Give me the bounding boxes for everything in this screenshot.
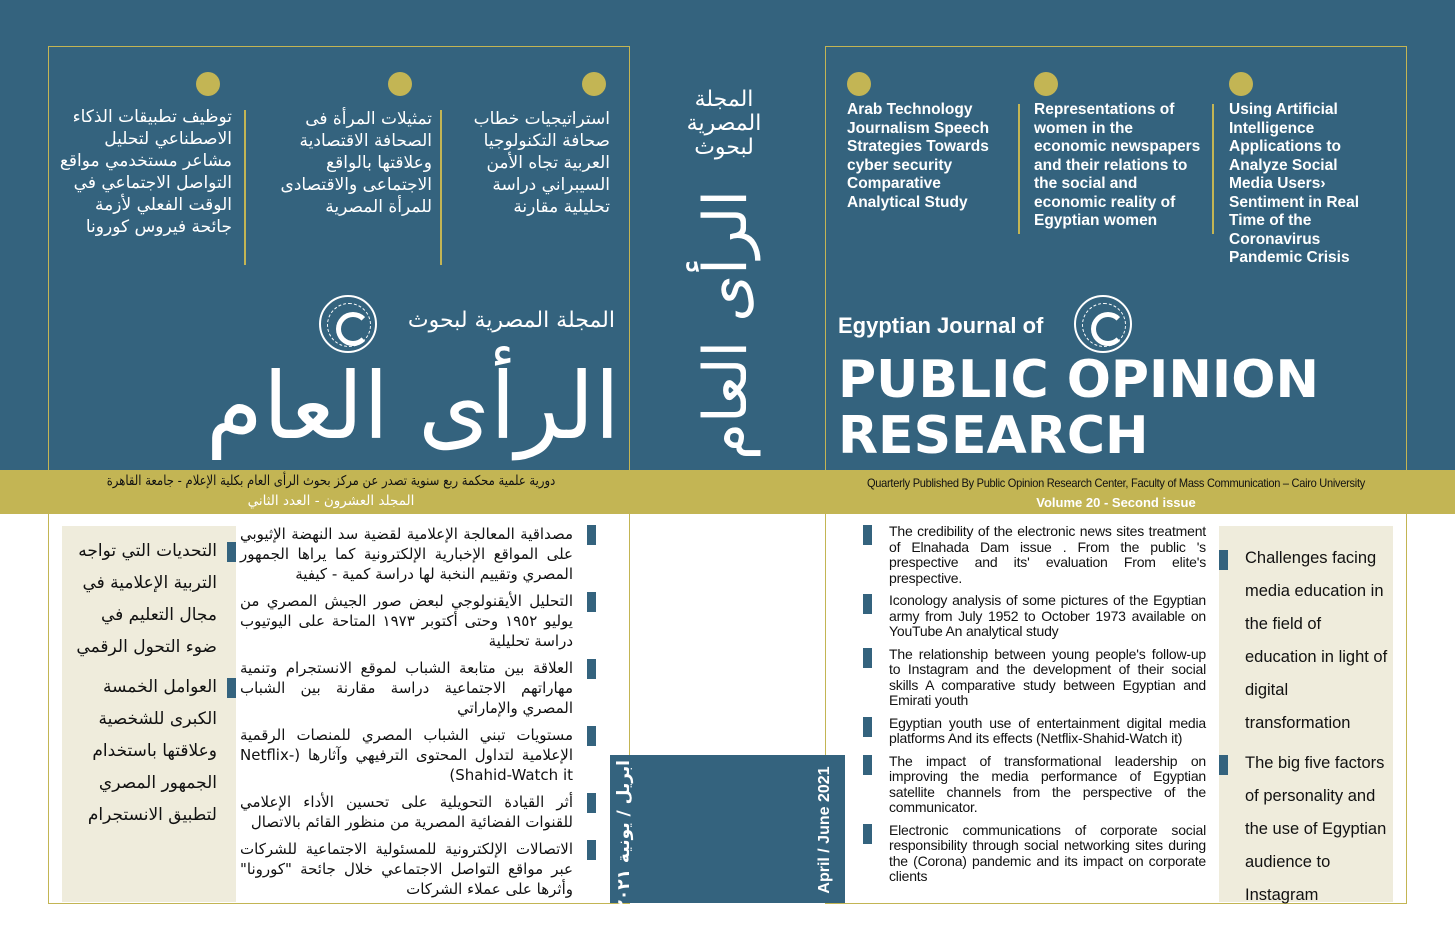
english-article-list: The credibility of the electronic news s… <box>863 523 1206 885</box>
english-publisher-line: Quarterly Published By Public Opinion Re… <box>866 476 1366 490</box>
divider <box>1018 104 1020 234</box>
english-article-6: Electronic communications of corporate s… <box>889 821 1206 884</box>
spine-date-arabic: ابريل / يونية ٢٠٢١ <box>614 760 634 911</box>
arabic-article-3: العلاقة بين متابعة الشباب لموقع الانستجر… <box>240 659 573 717</box>
arabic-article-item: أثر القيادة التحويلية على تحسين الأداء ا… <box>240 792 596 832</box>
english-cover-frame <box>825 46 1407 904</box>
bullet-square-icon <box>863 754 872 775</box>
english-article-5: The impact of transformational leadershi… <box>889 752 1206 815</box>
divider <box>1212 104 1214 234</box>
journal-logo-icon <box>1074 295 1132 353</box>
bullet-square-icon <box>587 726 596 746</box>
arabic-side-article-1: التحديات التي تواجه التربية الإعلامية في… <box>76 541 217 657</box>
arabic-article-6: الاتصالات الإلكترونية للمسئولية الاجتماع… <box>240 840 573 898</box>
english-article-item: The relationship between young people's … <box>863 645 1206 709</box>
english-article-item: The impact of transformational leadershi… <box>863 752 1206 816</box>
bullet-square-icon <box>1219 755 1228 775</box>
arabic-article-item: مصداقية المعالجة الإعلامية لقضية سد النه… <box>240 524 596 584</box>
cover-top-background <box>0 0 1455 470</box>
english-side-list: Challenges facing media education in the… <box>1219 549 1391 912</box>
bullet-square-icon <box>587 840 596 860</box>
english-top-article-2: Representations of women in the economic… <box>1034 101 1201 229</box>
arabic-side-item: التحديات التي تواجه التربية الإعلامية في… <box>66 541 236 663</box>
english-article-item: Electronic communications of corporate s… <box>863 821 1206 885</box>
arabic-article-item: مستويات تبني الشباب المصري للمنصات الرقم… <box>240 725 596 785</box>
arabic-top-article-3: توظيف تطبيقات الذكاء الاصطناعي لتحليل مش… <box>59 107 232 237</box>
bullet-dot-icon <box>388 72 412 96</box>
english-side-article-1: Challenges facing media education in the… <box>1245 549 1388 732</box>
arabic-article-list: مصداقية المعالجة الإعلامية لقضية سد النه… <box>240 524 596 899</box>
arabic-article-5: أثر القيادة التحويلية على تحسين الأداء ا… <box>240 793 573 831</box>
gold-band <box>0 470 1455 514</box>
english-side-item: Challenges facing media education in the… <box>1219 549 1391 740</box>
english-journal-title-line2: RESEARCH <box>838 406 1149 466</box>
arabic-top-article-2: تمثيلات المرأة فى الصحافة الاقتصادية وعل… <box>280 109 432 217</box>
bullet-square-icon <box>863 823 872 844</box>
arabic-journal-title: الرأى العام <box>205 353 620 460</box>
english-top-article-1: Arab Technology Journalism Speech Strate… <box>847 101 990 211</box>
english-article-item: Iconology analysis of some pictures of t… <box>863 592 1206 640</box>
arabic-top-article-1: استراتيجيات خطاب صحافة التكنولوجيا العرب… <box>473 109 610 217</box>
bullet-dot-icon <box>582 72 606 96</box>
bullet-dot-icon <box>847 72 871 96</box>
english-article-item: The credibility of the electronic news s… <box>863 523 1206 586</box>
divider <box>244 110 246 265</box>
english-article-item: Egyptian youth use of entertainment digi… <box>863 714 1206 747</box>
arabic-side-list: التحديات التي تواجه التربية الإعلامية في… <box>66 541 236 831</box>
bullet-square-icon <box>863 594 872 614</box>
arabic-article-item: التحليل الأيقنولوجي لبعض صور الجيش المصر… <box>240 591 596 651</box>
arabic-cover-frame <box>48 46 630 904</box>
bullet-dot-icon <box>196 72 220 96</box>
spine-title: الرأى العام <box>691 190 761 461</box>
english-article-4: Egyptian youth use of entertainment digi… <box>889 714 1206 746</box>
arabic-journal-subtitle: المجلة المصرية لبحوث <box>407 308 615 333</box>
bullet-square-icon <box>587 525 596 545</box>
arabic-publisher-line: دورية علمية محكمة ربع سنوية تصدر عن مركز… <box>106 473 556 489</box>
bullet-square-icon <box>863 716 872 737</box>
english-side-article-2: The big five factors of personality and … <box>1245 754 1387 904</box>
bullet-square-icon <box>863 647 872 668</box>
bullet-square-icon <box>863 525 872 545</box>
arabic-article-item: الاتصالات الإلكترونية للمسئولية الاجتماع… <box>240 839 596 899</box>
spine-date-english: April / June 2021 <box>816 766 833 894</box>
bullet-square-icon <box>587 592 596 612</box>
arabic-article-1: مصداقية المعالجة الإعلامية لقضية سد النه… <box>240 525 573 583</box>
arabic-side-box <box>62 526 236 902</box>
arabic-article-4: مستويات تبني الشباب المصري للمنصات الرقم… <box>240 726 573 784</box>
journal-logo-icon <box>319 295 377 353</box>
bullet-square-icon <box>587 793 596 813</box>
arabic-volume-line: المجلد العشرون - العدد الثاني <box>247 493 415 509</box>
english-side-box <box>1219 526 1393 902</box>
english-article-2: Iconology analysis of some pictures of t… <box>889 592 1206 639</box>
spine-subtitle: المجلة المصرية لبحوث <box>686 87 762 160</box>
english-article-1: The credibility of the electronic news s… <box>889 523 1206 586</box>
bullet-dot-icon <box>1034 72 1058 96</box>
arabic-side-item: العوامل الخمسة الكبرى للشخصية وعلاقتها ب… <box>66 677 236 831</box>
english-journal-subtitle: Egyptian Journal of <box>838 313 1044 338</box>
bullet-dot-icon <box>1229 72 1253 96</box>
arabic-article-item: العلاقة بين متابعة الشباب لموقع الانستجر… <box>240 658 596 718</box>
bullet-square-icon <box>587 659 596 679</box>
english-journal-title-line1: PUBLIC OPINION <box>838 350 1319 410</box>
english-side-item: The big five factors of personality and … <box>1219 754 1391 912</box>
bullet-square-icon <box>227 678 236 698</box>
english-top-article-3: Using Artificial Intelligence Applicatio… <box>1229 101 1360 266</box>
english-volume-line: Volume 20 - Second issue <box>1036 495 1196 510</box>
spine-date-box <box>610 755 845 903</box>
bullet-square-icon <box>227 542 236 562</box>
arabic-side-article-2: العوامل الخمسة الكبرى للشخصية وعلاقتها ب… <box>87 677 217 825</box>
divider <box>440 110 442 265</box>
arabic-article-2: التحليل الأيقنولوجي لبعض صور الجيش المصر… <box>240 592 573 650</box>
english-article-3: The relationship between young people's … <box>889 645 1206 708</box>
bullet-square-icon <box>1219 550 1228 570</box>
